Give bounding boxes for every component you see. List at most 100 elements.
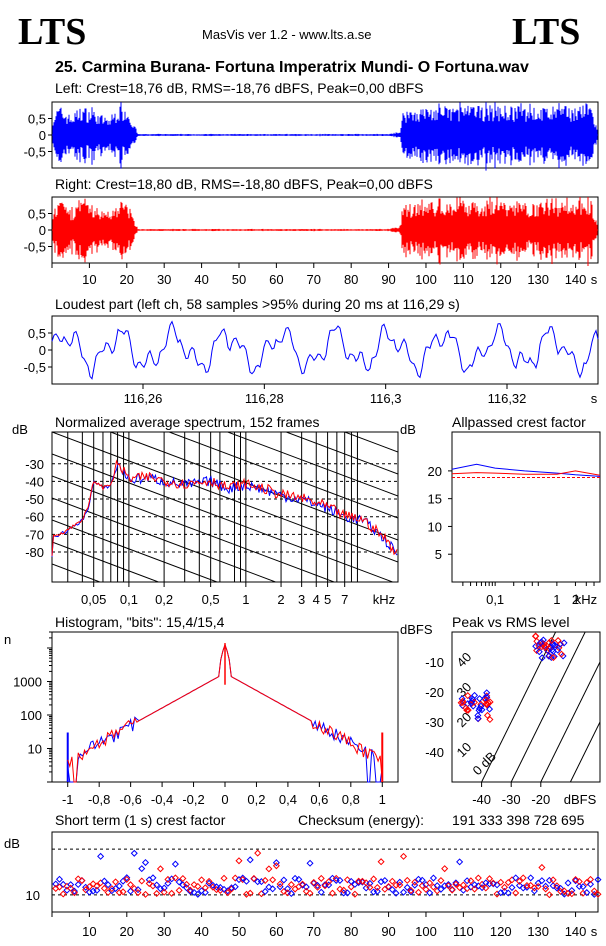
short-term-crest-point (429, 874, 437, 882)
short-term-crest-point (482, 884, 490, 892)
short-term-crest-point (141, 859, 150, 867)
short-term-crest-point (575, 877, 583, 886)
short-term-crest-point (392, 889, 400, 897)
short-term-crest-point (160, 888, 168, 896)
short-term-crest-point (381, 877, 389, 885)
allpassed-crest-ytick-label: 15 (428, 492, 442, 507)
short-term-crest-ytick-label: 10 (26, 888, 40, 903)
short-term-crest-point (67, 881, 75, 889)
short-term-crest-point (85, 883, 93, 891)
right-waveform-xtick-label: 30 (157, 272, 171, 287)
avg-spectrum-slope-line (52, 432, 398, 563)
short-term-crest-point (108, 885, 116, 893)
loudest-part-xtick-label: 116,3 (370, 391, 402, 406)
histogram-xtick-label: 0,8 (342, 792, 360, 807)
short-term-crest-point (385, 882, 393, 891)
short-term-crest-point (366, 879, 374, 887)
peak-vs-rms-lines (481, 632, 600, 782)
loudest-part-signal (51, 320, 599, 380)
short-term-crest-point (452, 879, 460, 887)
short-term-crest-point (504, 889, 512, 897)
short-term-crest-point (523, 882, 531, 890)
peak-vs-rms-crest-line (481, 632, 557, 782)
histogram-xtick-label: -0,6 (119, 792, 141, 807)
left-waveform-title: Left: Crest=18,76 dB, RMS=-18,76 dBFS, P… (55, 80, 424, 96)
short-term-crest-point (564, 879, 572, 887)
histogram-xtick-label: -0,8 (88, 792, 110, 807)
histogram-title: Histogram, "bits": 15,4/15,4 (55, 614, 225, 630)
short-term-crest-point (538, 863, 546, 871)
peak-vs-rms-xtick-label: -20 (531, 792, 550, 807)
histogram-xtick-label: 0,4 (279, 792, 297, 807)
allpassed-crest-series (451, 470, 601, 476)
short-term-crest-point (171, 860, 179, 868)
short-term-crest-xtick-label: 140 (565, 924, 587, 939)
allpassed-title: Allpassed crest factor (452, 414, 586, 430)
peak-vs-rms-frame (451, 631, 601, 783)
short-term-crest-point (459, 881, 467, 889)
short-term-crest-point (512, 889, 520, 897)
short-term-crest-point (340, 886, 348, 894)
short-term-crest-point (418, 876, 426, 884)
peak-vs-rms-ylabel: dBFS (400, 622, 433, 637)
short-term-crest-point (276, 880, 284, 888)
avg-spectrum-slope-line (52, 497, 277, 582)
peak-vs-rms-point (482, 696, 490, 704)
short-term-crest-point (508, 884, 516, 892)
short-term-crest-point (242, 877, 251, 885)
short-term-crest-point (220, 874, 228, 882)
right-waveform-ytick-label: -0,5 (24, 240, 46, 255)
avg-spectrum-slope-line (284, 432, 398, 475)
short-term-crest-point (254, 878, 262, 886)
short-term-crest-point (388, 886, 396, 894)
peak-vs-rms-point (483, 711, 492, 719)
short-term-crest-point (504, 879, 512, 887)
short-term-crest-point (295, 875, 303, 883)
short-term-crest-point (306, 859, 314, 867)
short-term-crest-point (231, 883, 239, 891)
peak-vs-rms-point (486, 698, 494, 706)
peak-vs-rms-point (464, 692, 472, 700)
peak-vs-rms-crest-line (540, 660, 600, 782)
short-term-crest-point (156, 865, 164, 873)
peak-vs-rms-xlabel: dBFS (564, 792, 597, 807)
short-term-crest-point (160, 884, 168, 892)
short-term-crest-point (590, 887, 598, 895)
short-term-crest-point (328, 889, 337, 897)
short-term-crest-point (201, 884, 209, 892)
short-term-crest-xtick-label: 90 (381, 924, 395, 939)
short-term-crest-point (190, 881, 198, 889)
short-term-crest-point (343, 889, 351, 897)
short-term-crest-point (396, 881, 404, 889)
short-term-crest-point (175, 878, 183, 886)
short-term-crest-point (269, 885, 277, 893)
short-term-crest-point (179, 874, 187, 883)
avg-spectrum-slope-line (52, 234, 398, 364)
histogram-xtick-label: 1 (379, 792, 386, 807)
short-term-crest-point (112, 878, 120, 886)
right-waveform-xtick-label: 100 (415, 272, 437, 287)
peak-vs-rms-xtick-label: -40 (472, 792, 491, 807)
loudest-part-xtick-label: 116,28 (245, 391, 284, 406)
short-term-crest-point (246, 889, 254, 897)
histogram-xtick-label: -0,4 (151, 792, 173, 807)
short-term-crest-point (145, 876, 153, 884)
right-waveform-title: Right: Crest=18,80 dB, RMS=-18,80 dBFS, … (55, 176, 433, 192)
peak-vs-rms-point (486, 705, 494, 713)
short-term-crest-point (583, 889, 591, 897)
short-term-crest-point (444, 882, 452, 890)
short-term-crest-point (93, 882, 101, 890)
short-term-crest-point (63, 886, 71, 894)
left-waveform-signal (52, 102, 598, 171)
short-term-crest-point (370, 875, 378, 883)
avg-spectrum-slope-line (52, 519, 219, 582)
short-term-crest-point (467, 877, 475, 885)
short-term-crest-point (138, 865, 146, 873)
short-term-crest-point (175, 886, 183, 894)
peak-vs-rms-crest-line (569, 720, 600, 782)
histogram-xtick-label: 0 (221, 792, 228, 807)
avg-spectrum-ylabel: dB (12, 422, 28, 437)
short-term-crest-point (336, 876, 344, 884)
right-waveform-xtick-label: 90 (381, 272, 395, 287)
short-term-crest-xunit: s (591, 924, 598, 939)
